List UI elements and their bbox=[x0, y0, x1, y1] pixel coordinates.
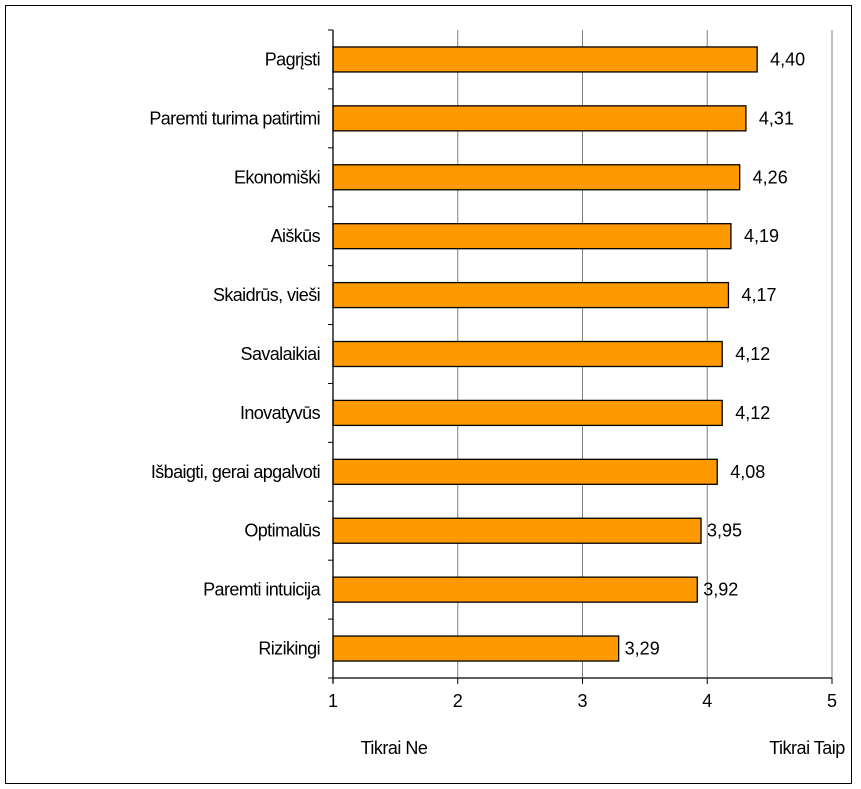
category-label: Skaidrūs, vieši bbox=[213, 285, 320, 305]
bar-9 bbox=[332, 517, 702, 544]
category-label: Išbaigti, gerai apgalvoti bbox=[151, 462, 320, 482]
value-label: 4,12 bbox=[735, 344, 770, 364]
category-label: Inovatyvūs bbox=[240, 403, 321, 423]
value-label: 4,26 bbox=[753, 167, 788, 187]
bar-6 bbox=[332, 340, 723, 368]
bar-2 bbox=[332, 105, 747, 132]
bar-5 bbox=[332, 281, 730, 309]
scale-low-label: Tikrai Ne bbox=[361, 738, 428, 758]
category-label: Rizikingi bbox=[258, 639, 320, 659]
value-label: 4,08 bbox=[730, 462, 765, 482]
bars bbox=[332, 46, 758, 662]
category-label: Ekonomiški bbox=[234, 167, 320, 187]
bar-11 bbox=[332, 635, 620, 662]
x-tick-label: 4 bbox=[702, 691, 712, 711]
value-label: 4,40 bbox=[770, 49, 805, 69]
value-label: 4,31 bbox=[759, 108, 794, 128]
x-tick-label: 3 bbox=[577, 691, 587, 711]
scale-high-label: Tikrai Taip bbox=[769, 738, 845, 758]
bar-1 bbox=[332, 46, 758, 73]
value-label: 4,19 bbox=[744, 226, 779, 246]
value-label: 3,95 bbox=[707, 521, 742, 541]
x-tick-label: 5 bbox=[827, 691, 837, 711]
bar-10 bbox=[332, 576, 698, 603]
value-label: 4,12 bbox=[735, 403, 770, 423]
category-label: Pagrįsti bbox=[265, 49, 320, 69]
value-label: 3,92 bbox=[703, 580, 738, 600]
bar-7 bbox=[332, 399, 723, 427]
category-label: Paremti intuicija bbox=[203, 580, 321, 600]
bar-3 bbox=[332, 164, 741, 191]
value-label: 3,29 bbox=[625, 639, 660, 659]
x-tick-label: 2 bbox=[453, 691, 463, 711]
x-tick-label: 1 bbox=[328, 691, 338, 711]
category-label: Paremti turima patirtimi bbox=[149, 108, 320, 128]
bar-8 bbox=[332, 458, 718, 485]
axes bbox=[328, 29, 833, 684]
category-label: Optimalūs bbox=[244, 521, 320, 541]
category-label: Savalaikiai bbox=[241, 344, 320, 364]
labels: Pagrįsti 4,40 Paremti turima patirtimi 4,31… bbox=[149, 49, 837, 711]
bar-4 bbox=[332, 223, 732, 250]
category-label: Aiškūs bbox=[271, 226, 321, 246]
value-label: 4,17 bbox=[741, 285, 776, 305]
